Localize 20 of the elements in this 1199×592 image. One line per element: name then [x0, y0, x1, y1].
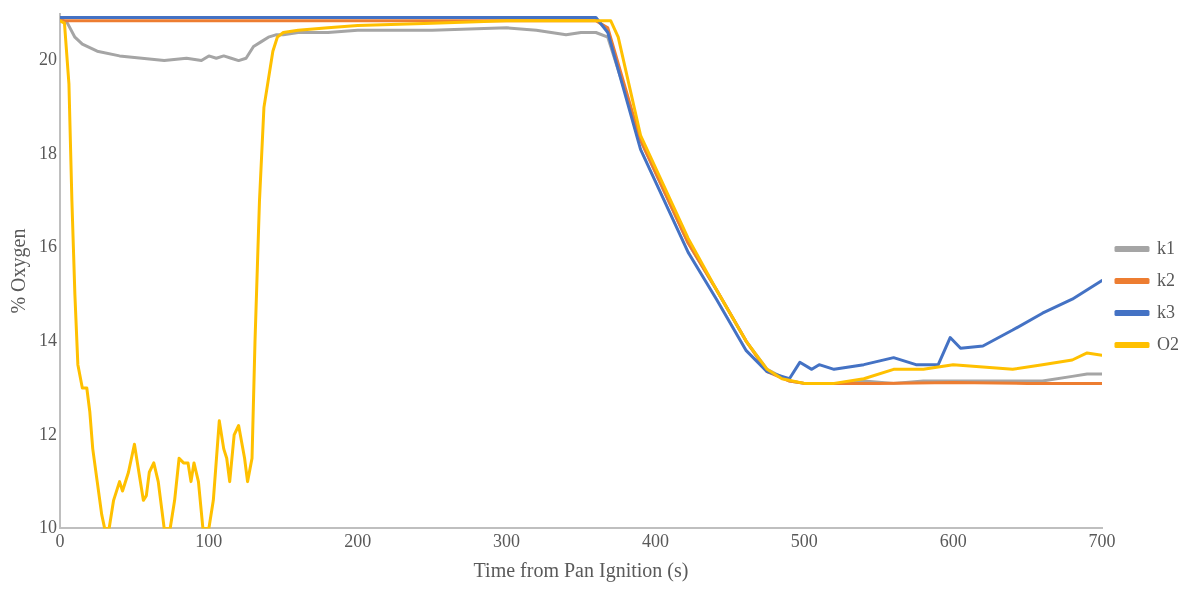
- y-tick-label: 16: [39, 236, 57, 257]
- legend-label: k1: [1157, 237, 1175, 258]
- y-tick-label: 20: [39, 49, 57, 70]
- legend-label: k3: [1157, 301, 1175, 322]
- x-tick-label: 100: [195, 530, 223, 551]
- y-tick-label: 12: [39, 423, 57, 444]
- y-tick-label: 10: [39, 517, 57, 538]
- legend-label: O2: [1157, 333, 1179, 354]
- y-tick-label: 14: [39, 330, 57, 351]
- x-tick-label: 400: [641, 530, 669, 551]
- legend-label: k2: [1157, 269, 1175, 290]
- x-tick-label: 500: [790, 530, 818, 551]
- x-axis-title: Time from Pan Ignition (s): [473, 559, 689, 583]
- x-tick-label: 700: [1088, 530, 1116, 551]
- x-tick-label: 0: [55, 530, 65, 551]
- y-tick-label: 18: [39, 142, 57, 163]
- y-axis-title: % Oxygen: [7, 228, 31, 314]
- x-tick-label: 200: [344, 530, 372, 551]
- x-tick-label: 300: [493, 530, 521, 551]
- x-tick-label: 600: [939, 530, 967, 551]
